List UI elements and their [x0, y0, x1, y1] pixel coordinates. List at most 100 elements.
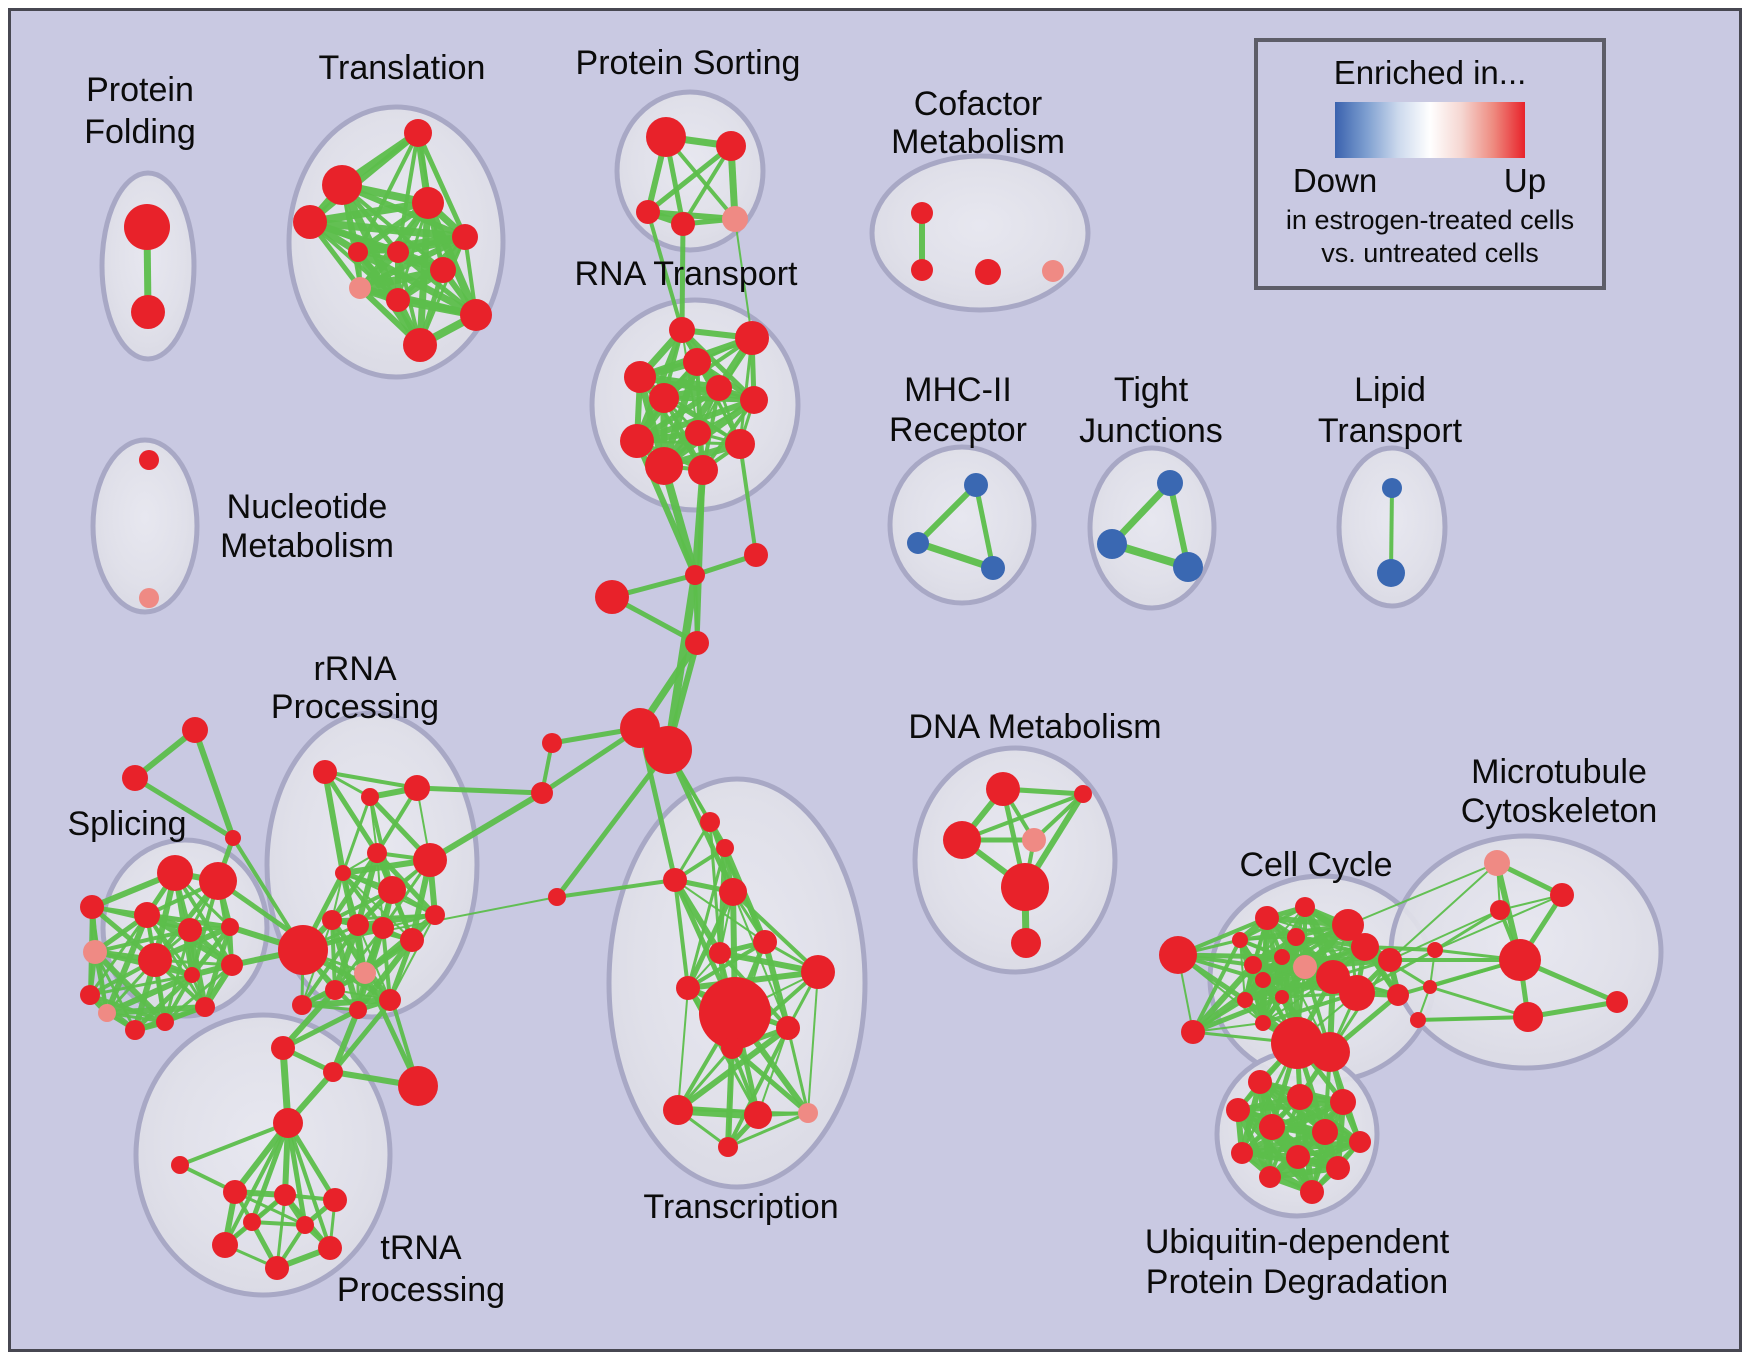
- edge: [738, 443, 758, 556]
- gene-set-node: [975, 259, 1001, 285]
- gene-set-node: [349, 277, 371, 299]
- gene-set-node: [685, 565, 705, 585]
- gene-set-node: [721, 1037, 743, 1059]
- edge: [330, 1008, 361, 1074]
- edge: [725, 1047, 735, 1148]
- legend-gradient-bar: [1335, 102, 1525, 158]
- edge: [324, 770, 418, 790]
- edge: [734, 218, 753, 339]
- edge: [726, 1027, 790, 1148]
- gene-set-node: [646, 117, 686, 157]
- gene-set-node: [403, 328, 437, 362]
- gene-set-node: [1248, 1070, 1272, 1094]
- edge: [762, 941, 791, 1029]
- gene-set-node: [124, 204, 170, 250]
- rrna-processing-label: Processing: [271, 688, 439, 726]
- gene-set-node: [1286, 1145, 1310, 1169]
- gene-set-node: [1244, 956, 1262, 974]
- gene-set-node: [325, 980, 345, 1000]
- gene-set-node: [709, 942, 731, 964]
- trna-processing-label: Processing: [337, 1271, 505, 1309]
- gene-set-node: [1295, 897, 1315, 917]
- cofactor-metabolism-label: Metabolism: [891, 123, 1065, 161]
- edge: [357, 233, 466, 256]
- edge: [786, 1027, 810, 1114]
- gene-set-node: [676, 976, 700, 1000]
- edge: [164, 963, 233, 1024]
- edge: [694, 469, 706, 644]
- gene-set-node: [139, 450, 159, 470]
- gene-set-node: [425, 905, 445, 925]
- edge: [355, 852, 380, 926]
- edge: [190, 925, 232, 977]
- gene-set-node: [125, 1020, 145, 1040]
- mhc-ii-receptor-ellipse: [887, 444, 1037, 606]
- edge: [309, 199, 429, 226]
- edge: [1389, 862, 1498, 961]
- splicing-label: Splicing: [67, 805, 186, 843]
- gene-set-node: [171, 1156, 189, 1174]
- edge: [1417, 1015, 1529, 1022]
- edge: [1429, 985, 1529, 1019]
- gene-set-node: [1490, 900, 1510, 920]
- microtubule-cytoskeleton-label: Microtubule: [1471, 753, 1647, 791]
- gene-set-node: [595, 580, 629, 614]
- gene-set-node: [412, 187, 444, 219]
- edge: [106, 1004, 206, 1016]
- mhc-ii-receptor-label: Receptor: [889, 411, 1027, 449]
- gene-set-node: [134, 902, 160, 928]
- gene-set-node: [1097, 529, 1127, 559]
- edge: [163, 974, 194, 1023]
- gene-set-node: [378, 876, 406, 904]
- gene-set-node: [313, 760, 337, 784]
- legend-down-label: Down: [1292, 162, 1378, 199]
- gene-set-node: [911, 202, 933, 224]
- gene-set-node: [1339, 975, 1375, 1011]
- edge: [916, 539, 995, 572]
- gene-set-node: [318, 1236, 342, 1260]
- gene-set-node: [1255, 906, 1279, 930]
- gene-set-node: [1181, 1020, 1205, 1044]
- edge: [1304, 957, 1391, 970]
- gene-set-node: [372, 917, 394, 939]
- edge: [679, 223, 686, 331]
- edge: [1389, 487, 1394, 574]
- gene-set-node: [1001, 863, 1049, 911]
- edge: [333, 927, 385, 991]
- gene-set-node: [548, 888, 566, 906]
- gene-set-node: [1606, 991, 1628, 1013]
- edge: [89, 993, 166, 1024]
- tight-junctions-label: Tight: [1114, 371, 1189, 409]
- gene-set-node: [122, 765, 148, 791]
- gene-set-node: [943, 821, 981, 859]
- edge: [1252, 906, 1306, 966]
- legend-up-label: Up: [1503, 162, 1547, 199]
- gene-set-node: [1377, 559, 1405, 587]
- edge: [677, 987, 689, 1111]
- legend-axis-labels: Down Up: [1293, 162, 1546, 202]
- edge: [249, 1122, 291, 1223]
- gene-set-node: [387, 241, 409, 263]
- gene-set-node: [80, 895, 104, 919]
- gene-set-node: [718, 1137, 738, 1157]
- gene-set-node: [80, 985, 100, 1005]
- gene-set-node: [716, 131, 746, 161]
- gene-set-node: [620, 424, 654, 458]
- gene-set-node: [225, 830, 241, 846]
- gene-set-node: [452, 224, 478, 250]
- edge: [757, 1027, 789, 1116]
- edge: [285, 1121, 338, 1202]
- gene-set-node: [645, 447, 683, 485]
- gene-set-node: [706, 375, 732, 401]
- gene-set-node: [907, 532, 929, 554]
- nucleotide-metabolism-ellipse: [90, 437, 200, 615]
- gene-set-node: [1382, 478, 1402, 498]
- gene-set-node: [1326, 1156, 1350, 1180]
- gene-set-node: [273, 1108, 303, 1138]
- edge: [646, 211, 684, 331]
- gene-set-node: [753, 930, 777, 954]
- gene-set-node: [274, 1184, 296, 1206]
- dna-metabolism-ellipse: [912, 745, 1118, 975]
- trna-processing-label: tRNA: [380, 1229, 462, 1267]
- tight-junctions-label: Junctions: [1079, 412, 1223, 450]
